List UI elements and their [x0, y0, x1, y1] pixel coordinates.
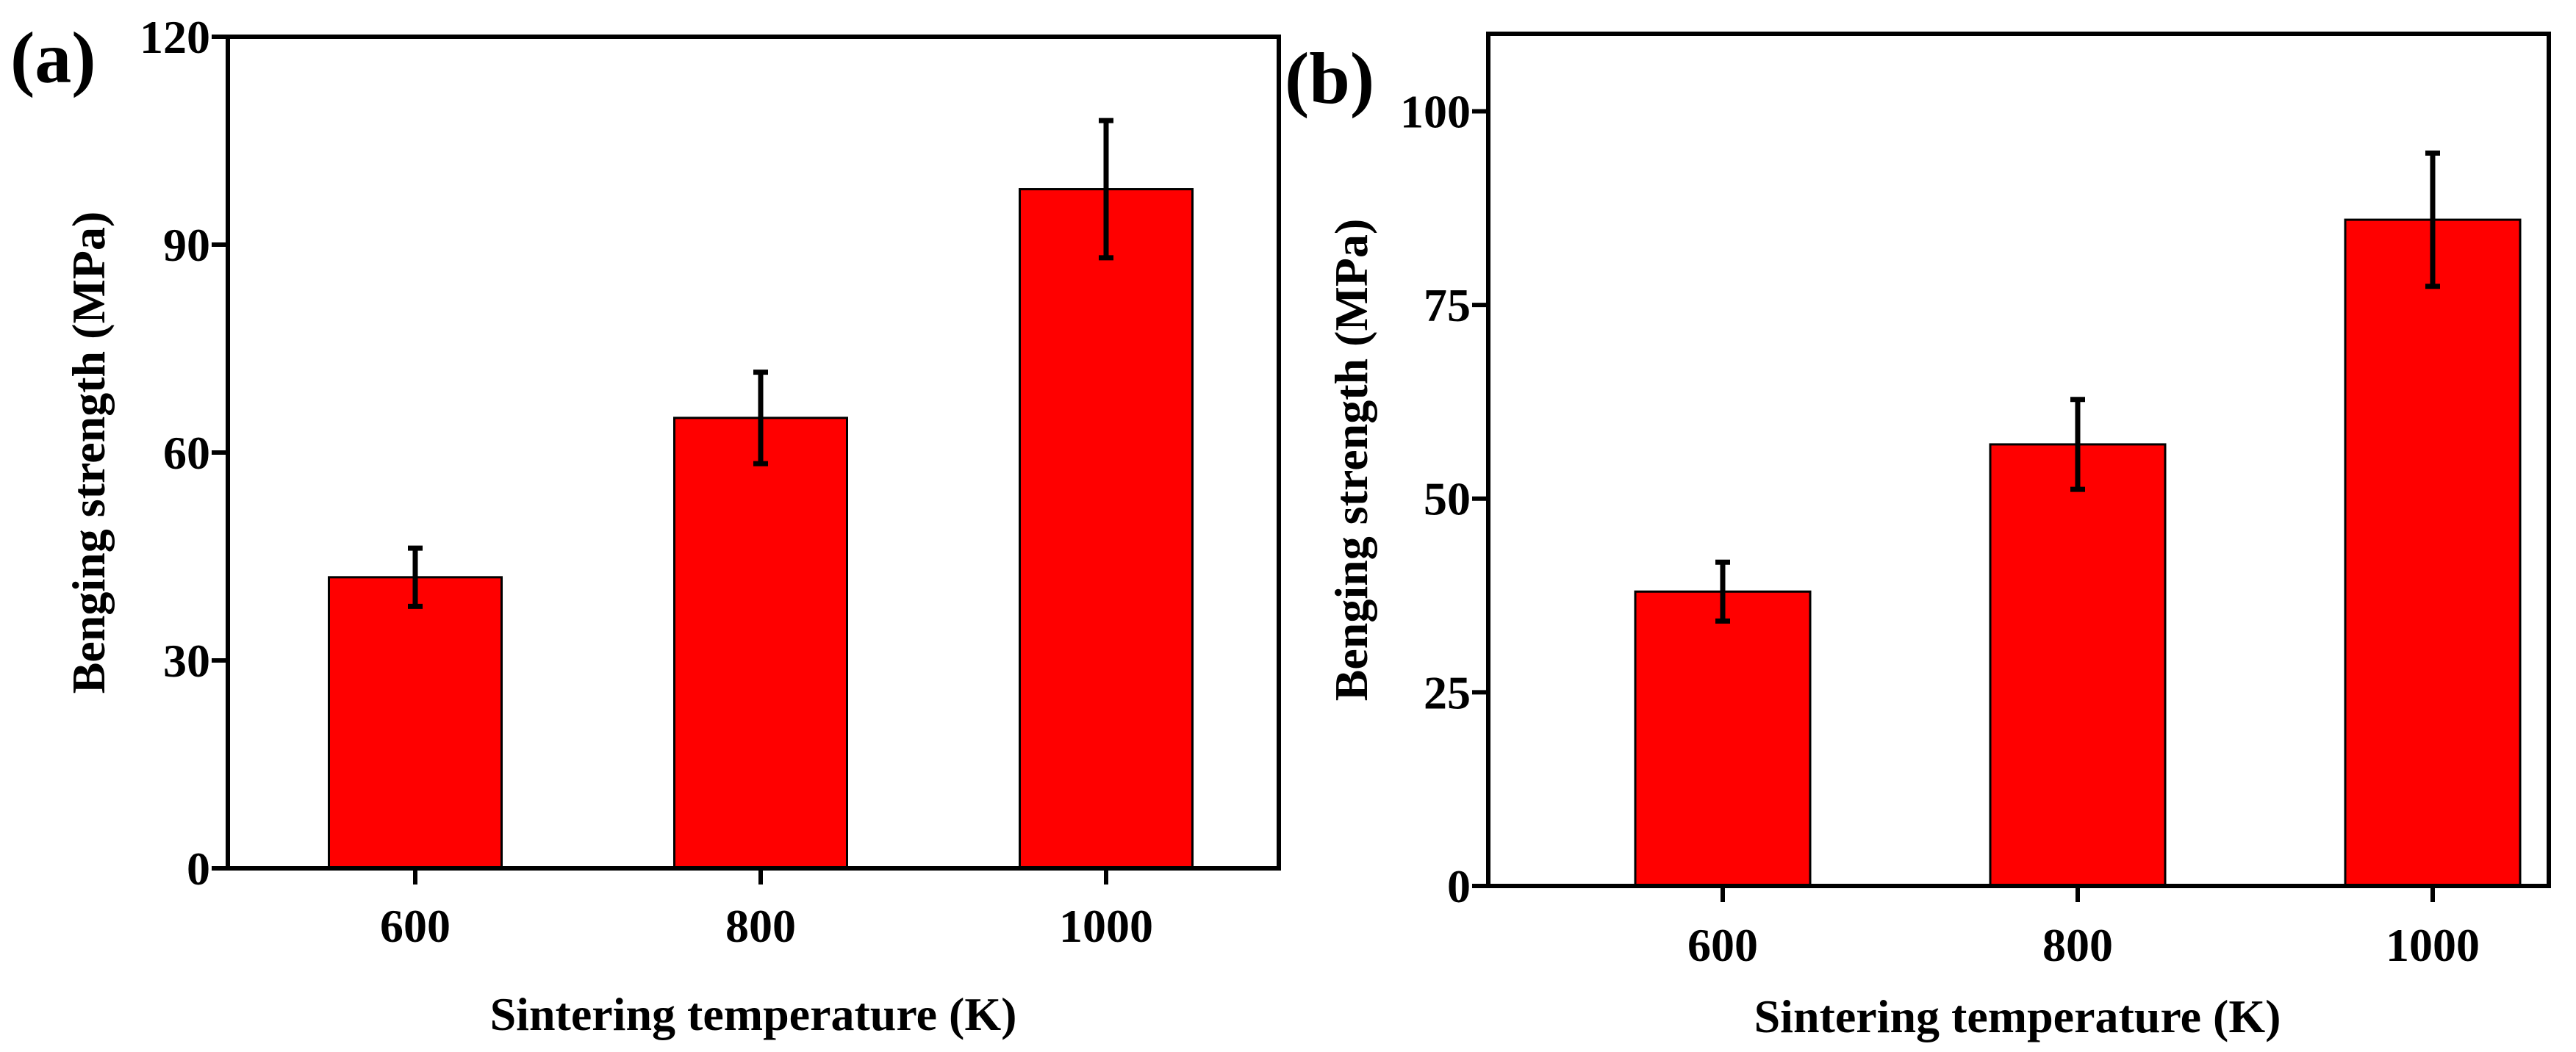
- panel-a-y-ticks: 0 30 60 90 120: [140, 11, 228, 895]
- error-bar-1000: [2425, 150, 2440, 289]
- panel-b-y-axis-label: Benging strength (MPa): [1325, 219, 1377, 702]
- y-tick-label-90: 90: [163, 219, 210, 271]
- panel-a: (a) 0 30 60 90 120 600 800 1000 Sintering temp…: [10, 11, 1281, 1040]
- panel-a-y-axis-label: Benging strength (MPa): [62, 212, 115, 694]
- panel-b-y-ticks: 0 25 50 75 100: [1400, 85, 1488, 912]
- panel-a-label: (a): [10, 17, 96, 98]
- error-bar-600: [408, 545, 423, 609]
- panel-b-x-ticks: 600 800 1000: [1687, 886, 2480, 971]
- x-tick-label-1000: 1000: [2386, 919, 2480, 971]
- x-tick-label-800: 800: [725, 900, 796, 952]
- panel-b-x-axis-label: Sintering temperature (K): [1754, 990, 2281, 1042]
- bar-1000: [1019, 188, 1194, 870]
- error-bar-800: [753, 370, 768, 466]
- y-tick-label-60: 60: [163, 427, 210, 479]
- y-tick-label-50: 50: [1424, 473, 1471, 525]
- y-tick-label-30: 30: [163, 635, 210, 687]
- x-tick-label-1000: 1000: [1059, 900, 1153, 952]
- bar-800: [673, 417, 848, 870]
- panel-a-bars: [328, 188, 1194, 870]
- x-tick-label-600: 600: [380, 900, 451, 952]
- error-bar-1000: [1099, 118, 1113, 261]
- bar-800: [1989, 443, 2167, 887]
- x-tick-label-600: 600: [1687, 919, 1758, 971]
- panel-b: (b) 0 25 50 75 100 600 800 1000 Sintering temp…: [1285, 32, 2551, 1042]
- y-tick-label-100: 100: [1400, 85, 1471, 137]
- panel-b-label: (b): [1285, 37, 1374, 119]
- panel-b-bars: [1634, 218, 2522, 887]
- panel-b-error-bars: [1715, 150, 2440, 624]
- bar-600: [328, 576, 503, 870]
- panel-a-x-ticks: 600 800 1000: [380, 868, 1153, 952]
- error-bar-600: [1715, 559, 1730, 624]
- bar-1000: [2344, 218, 2522, 887]
- y-tick-label-0: 0: [1447, 860, 1471, 912]
- y-tick-label-0: 0: [187, 843, 210, 895]
- bar-600: [1634, 590, 1812, 887]
- panel-b-plot-frame: [1486, 32, 2551, 888]
- panel-a-x-axis-label: Sintering temperature (K): [490, 988, 1017, 1040]
- y-tick-label-120: 120: [140, 11, 210, 63]
- x-tick-label-800: 800: [2042, 919, 2113, 971]
- y-tick-label-75: 75: [1424, 279, 1471, 331]
- error-bar-800: [2070, 397, 2085, 492]
- panel-a-error-bars: [408, 118, 1113, 609]
- y-tick-label-25: 25: [1424, 666, 1471, 718]
